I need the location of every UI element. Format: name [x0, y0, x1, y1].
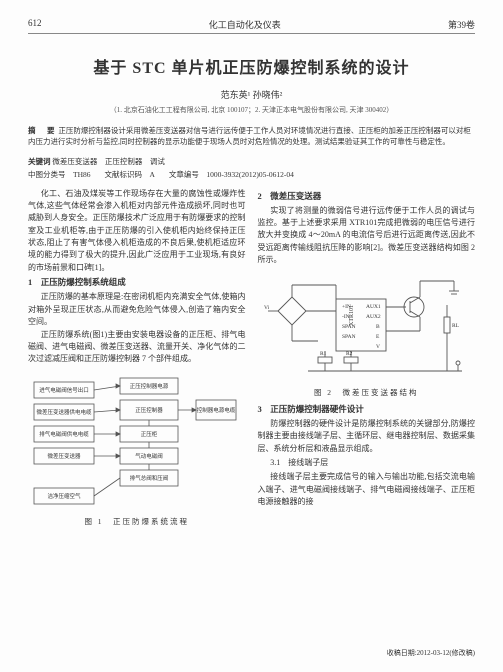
abstract: 摘 要 正压防爆控制器设计采用微差压变送器对信号进行远传便于工作人员对环境情况进… — [28, 125, 475, 148]
page-number: 612 — [28, 18, 42, 31]
fig2-pin: V — [376, 344, 380, 350]
abstract-label: 摘 要 — [28, 126, 57, 135]
fig1-node: 正压控制器电源 — [130, 382, 169, 390]
keywords-text: 微差压变送器 正压控制器 调试 — [52, 157, 165, 166]
fig1-node: 排气总阀和压阀 — [130, 474, 169, 482]
fig2-vi: Vi — [264, 305, 270, 311]
fig2-pin: B — [376, 324, 380, 330]
authors: 范东英¹ 孙晓伟² — [28, 88, 475, 101]
figure-1-caption: 图 1 正压防爆系统流程 — [28, 516, 246, 528]
two-column-body: 化工、石油及煤炭等工作现场存在大量的腐蚀性或爆炸性气体,这些气体经常会渗入机柜对… — [28, 188, 475, 532]
fig1-node: 微差压变送器供电电缆 — [36, 408, 92, 416]
running-header: 612 化工自动化及仪表 第39卷 — [28, 18, 475, 34]
footer-received-date: 收稿日期:2012-03-12(修改稿) — [387, 648, 475, 658]
fig2-r1: R1 — [320, 351, 327, 357]
volume: 第39卷 — [448, 18, 475, 31]
fig1-node: 控制器电源电缆 — [197, 406, 236, 414]
doc-code-label: 文献标识码 — [105, 170, 143, 179]
paper-title: 基于 STC 单片机正压防爆控制系统的设计 — [28, 54, 475, 78]
fig1-node: 排气电磁阀供电电缆 — [39, 430, 89, 438]
figure-2-circuit: +IN -IN SPAN SPAN AUX1 AUX2 B E V XTR101… — [258, 271, 470, 381]
fig2-r2: R2 — [346, 351, 353, 357]
left-column: 化工、石油及煤炭等工作现场存在大量的腐蚀性或爆炸性气体,这些气体经常会渗入机柜对… — [28, 188, 246, 532]
fig2-pin: AUX2 — [366, 314, 381, 320]
clc-label: 中图分类号 — [28, 170, 66, 179]
doc-code-value: A — [150, 170, 155, 179]
section-3-p1: 防爆控制器的硬件设计是防爆控制系统的关键部分,防爆控制器主要由接线端子层、主循环… — [258, 418, 476, 455]
article-id-value: 1000-3932(2012)05-0612-04 — [206, 170, 294, 179]
fig1-node: 进气电磁阀信号出口 — [39, 386, 89, 394]
section-1-p1: 正压防爆的基本原理是:在密闭机柜内充满安全气体,使箱内对箱外呈现正压状态,从而避… — [28, 291, 246, 328]
fig1-node: 微差压变送器 — [47, 452, 81, 460]
journal-name: 化工自动化及仪表 — [209, 18, 281, 31]
section-1-p2: 正压防爆系统(图1)主要由安装电器设备的正压柜、排气电磁阀、进气电磁阀、微差压变… — [28, 329, 246, 366]
article-id-label: 文章编号 — [169, 170, 199, 179]
fig1-node: 洁净压缩空气 — [47, 492, 81, 500]
section-2-p1: 实现了将测量的微弱信号进行远传便于工作人员的调试与监控。基于上述要求采用 XTR… — [258, 205, 476, 267]
right-column: 2 微差压变送器 实现了将测量的微弱信号进行远传便于工作人员的调试与监控。基于上… — [258, 188, 476, 532]
abstract-text: 正压防爆控制器设计采用微差压变送器对信号进行远传便于工作人员对环境情况进行直接、… — [28, 126, 471, 146]
fig2-pin: SPAN — [342, 334, 356, 340]
figure-1: 进气电磁阀信号出口 微差压变送器供电电缆 排气电磁阀供电电缆 微差压变送器 正压… — [28, 370, 246, 528]
figure-2-caption: 图 2 微差压变送器结构 — [258, 387, 476, 399]
fig2-rl: RL — [452, 323, 460, 329]
keywords-label: 关键词 — [28, 157, 51, 166]
figure-2: +IN -IN SPAN SPAN AUX1 AUX2 B E V XTR101… — [258, 271, 476, 399]
fig1-node: 正压控制器 — [135, 406, 163, 414]
section-3-1-p1: 接线端子层主要完成信号的输入与输出功能,包括交流电输入端子、进气电磁阀接线端子、… — [258, 471, 476, 508]
classification-row: 中图分类号 TH86 文献标识码 A 文章编号 1000-3932(2012)0… — [28, 169, 475, 180]
clc-value: TH86 — [73, 170, 91, 179]
affiliation: （1. 北京石油化工工程有限公司, 北京 100107；2. 天津正本电气股份有… — [28, 105, 475, 115]
figure-1-diagram: 进气电磁阀信号出口 微差压变送器供电电缆 排气电磁阀供电电缆 微差压变送器 正压… — [28, 370, 240, 510]
section-3-1-heading: 3.1 接线端子层 — [258, 457, 476, 469]
section-2-heading: 2 微差压变送器 — [258, 190, 476, 203]
intro-paragraph: 化工、石油及煤炭等工作现场存在大量的腐蚀性或爆炸性气体,这些气体经常会渗入机柜对… — [28, 188, 246, 275]
received-date: 收稿日期:2012-03-12(修改稿) — [387, 649, 475, 657]
page: 612 化工自动化及仪表 第39卷 基于 STC 单片机正压防爆控制系统的设计 … — [0, 0, 503, 672]
fig2-pin: E — [376, 334, 380, 340]
keywords-row: 关键词 微差压变送器 正压控制器 调试 — [28, 156, 475, 167]
fig1-node: 正压柜 — [141, 430, 158, 438]
fig1-node: 气动电磁阀 — [135, 452, 163, 460]
section-3-heading: 3 正压防爆控制器硬件设计 — [258, 403, 476, 416]
fig2-chip-label: XTR101 — [349, 305, 355, 326]
fig2-pin: AUX1 — [366, 304, 381, 310]
section-1-heading: 1 正压防爆控制系统组成 — [28, 276, 246, 289]
